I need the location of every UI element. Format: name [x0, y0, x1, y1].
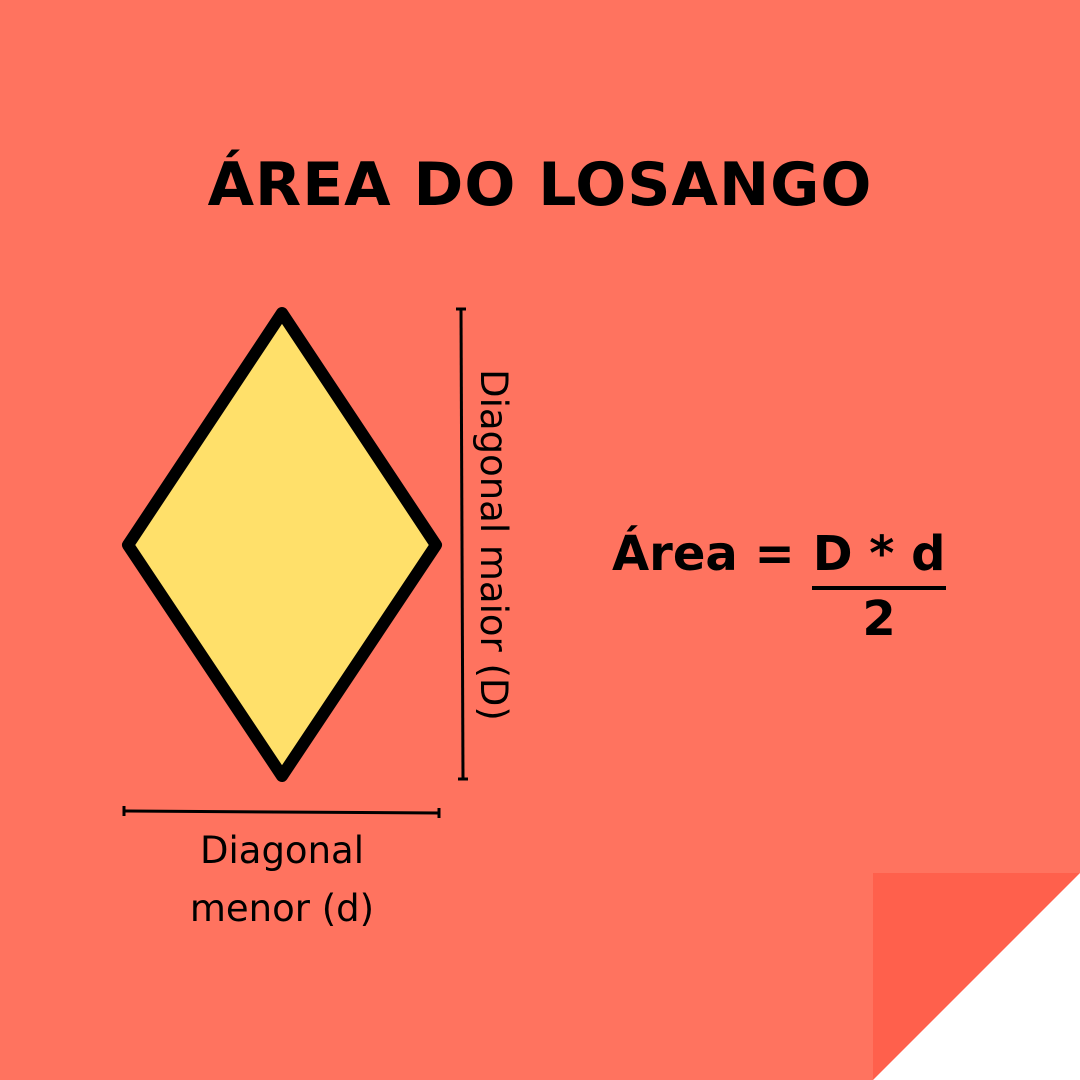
fraction-bar [812, 586, 947, 590]
major-diagonal-label: Diagonal maior (D) [472, 369, 515, 721]
page-title: ÁREA DO LOSANGO [207, 150, 873, 220]
formula-numerator: D * d [812, 526, 946, 582]
rhombus [122, 307, 442, 782]
minor-diagonal-dimension-line [122, 806, 441, 818]
page-curl-corner [873, 873, 1080, 1080]
minor-diagonal-label-line1: Diagonal [200, 829, 364, 872]
major-diagonal-dimension-line [456, 307, 468, 781]
formula-fraction: D * d 2 [807, 522, 952, 648]
minor-diagonal-label: Diagonal menor (d) [130, 822, 434, 938]
formula-denominator: 2 [862, 591, 896, 647]
formula-lhs: Área = [612, 526, 795, 582]
area-formula: Área = D * d 2 [612, 522, 951, 652]
minor-diagonal-label-line2: menor (d) [189, 887, 375, 930]
